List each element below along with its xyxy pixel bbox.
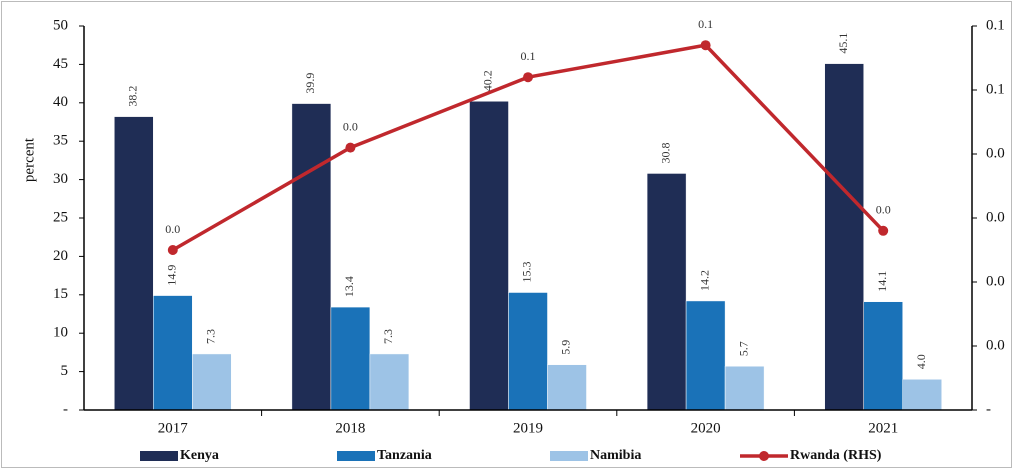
bar-value-label: 40.2 <box>481 70 495 91</box>
line-point <box>167 245 178 255</box>
legend-swatch <box>337 451 375 461</box>
y-tick-label: 30 <box>53 171 68 187</box>
y-tick-label: 35 <box>53 133 68 149</box>
x-tick-label: 2020 <box>691 420 721 436</box>
y-tick-label: 15 <box>53 286 68 302</box>
y2-tick-label: 0.1 <box>986 81 1005 97</box>
line-value-label: 0.1 <box>698 17 713 31</box>
y2-tick-label: 0.0 <box>986 337 1005 353</box>
y2-tick-label: 0.0 <box>986 145 1005 161</box>
y-tick-label: 20 <box>53 248 68 264</box>
legend-label: Kenya <box>180 448 219 463</box>
line-point <box>523 72 533 83</box>
y2-tick-label: 0.0 <box>986 273 1005 289</box>
y-tick-label: 50 <box>53 17 68 33</box>
bar-value-label: 45.1 <box>836 33 850 54</box>
legend-label: Tanzania <box>377 448 432 463</box>
bar <box>330 306 371 411</box>
bar <box>114 116 154 411</box>
legend-label: Namibia <box>590 448 641 463</box>
x-tick-label: 2019 <box>513 420 543 436</box>
bar-value-label: 5.7 <box>736 341 750 356</box>
line-point <box>700 40 711 51</box>
bar-value-label: 14.2 <box>697 270 711 291</box>
bar-value-label: 39.9 <box>303 73 317 94</box>
line-value-label: 0.0 <box>165 222 180 236</box>
bar <box>469 101 509 411</box>
bar <box>508 292 548 411</box>
bar <box>824 63 864 411</box>
line-value-label: 0.0 <box>876 203 891 217</box>
x-tick-label: 2021 <box>868 420 898 436</box>
bar <box>369 353 410 411</box>
y2-tick-label: 0.0 <box>986 209 1005 225</box>
bar <box>863 301 903 411</box>
bar <box>724 365 765 411</box>
x-tick-label: 2018 <box>335 420 365 436</box>
bar-value-label: 38.2 <box>126 86 140 107</box>
bar-value-label: 5.9 <box>559 340 573 355</box>
line-value-label: 0.1 <box>521 49 536 63</box>
y2-tick-label: 0.1 <box>986 17 1005 33</box>
y-tick-label: 40 <box>53 94 68 110</box>
bar-value-label: 14.9 <box>165 265 179 286</box>
legend-marker <box>759 451 769 461</box>
bar-value-label: 4.0 <box>914 354 928 369</box>
line-point <box>878 225 889 236</box>
bar <box>547 364 587 411</box>
bar-value-label: 13.4 <box>342 276 356 297</box>
y-tick-label: 45 <box>53 56 68 72</box>
legend-swatch <box>140 451 178 461</box>
bar <box>192 353 232 411</box>
y-tick-label: - <box>63 401 68 417</box>
bar-value-label: 30.8 <box>658 142 672 163</box>
line-point <box>345 142 356 153</box>
y-axis-label: percent <box>21 137 37 182</box>
bar <box>902 379 942 411</box>
y-tick-label: 10 <box>53 325 68 341</box>
bar <box>291 103 332 411</box>
bar <box>685 300 726 411</box>
bar <box>153 295 193 411</box>
legend-swatch <box>550 451 588 461</box>
y-tick-label: 25 <box>53 209 68 225</box>
bar-value-label: 7.3 <box>381 329 395 344</box>
line-value-label: 0.0 <box>343 119 358 133</box>
y-tick-label: 5 <box>61 363 69 379</box>
legend-label: Rwanda (RHS) <box>790 448 882 463</box>
bar-value-label: 14.1 <box>875 271 889 292</box>
y2-tick-label: - <box>986 401 991 417</box>
x-tick-label: 2017 <box>158 420 189 436</box>
bar-value-label: 7.3 <box>204 329 218 344</box>
bar-value-label: 15.3 <box>520 261 534 282</box>
bar <box>646 173 687 411</box>
